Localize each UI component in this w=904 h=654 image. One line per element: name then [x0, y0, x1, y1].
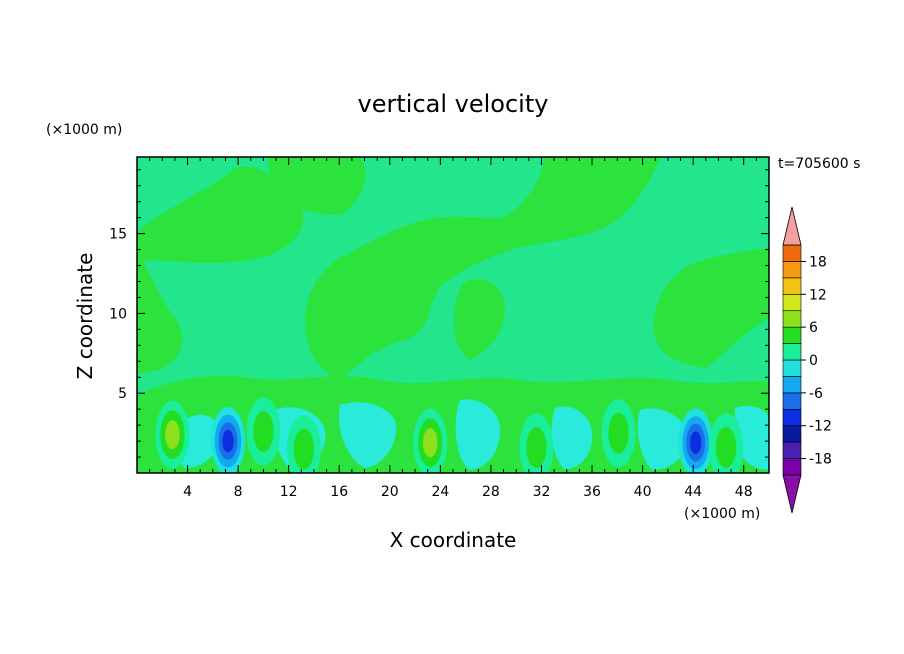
x-tick-label: 16 — [330, 484, 348, 500]
colorbar-swatch — [782, 244, 802, 262]
contour-patch — [305, 157, 660, 380]
colorbar-swatch — [782, 277, 802, 295]
colorbar-tick-label: 6 — [809, 320, 818, 336]
contour-patch — [137, 252, 183, 374]
contour-patch — [735, 405, 769, 470]
contour-patch — [137, 166, 304, 263]
x-tick-label: 44 — [684, 484, 702, 500]
colorbar-swatch — [782, 359, 802, 377]
contour-patch — [453, 279, 505, 360]
x-tick-label: 32 — [533, 484, 551, 500]
downdraft-cell — [222, 429, 234, 453]
downdraft-cell — [690, 431, 702, 455]
x-tick-label: 12 — [280, 484, 298, 500]
updraft-cell — [293, 428, 315, 470]
x-tick-label: 48 — [735, 484, 753, 500]
colorbar-swatch — [782, 261, 802, 279]
x-unit-label: (×1000 m) — [684, 506, 760, 522]
colorbar-under-arrow — [782, 474, 802, 514]
updraft-cell — [165, 420, 180, 450]
updraft-cell — [526, 427, 547, 468]
time-label: t=705600 s — [778, 156, 860, 172]
updraft-cell — [715, 427, 737, 468]
y-axis-label: Z coordinate — [73, 253, 97, 380]
colorbar-swatch — [782, 376, 802, 394]
colorbar-tick-label: 12 — [809, 287, 827, 303]
plot-area — [137, 157, 769, 473]
x-tick-label: 24 — [431, 484, 449, 500]
colorbar-tick-label: -18 — [809, 452, 832, 468]
x-axis: 4 8 12 16 20 24 28 32 36 40 44 48 — [149, 157, 757, 500]
y-tick-label: 5 — [118, 386, 127, 402]
y-tick-label: 10 — [109, 306, 127, 322]
contour-patch — [268, 157, 366, 215]
contour-patch — [637, 408, 689, 470]
x-tick-label: 36 — [583, 484, 601, 500]
colorbar-swatch — [782, 392, 802, 410]
colorbar-swatch — [782, 343, 802, 361]
colorbar-over-arrow — [782, 206, 802, 246]
colorbar-tick-label: 0 — [809, 353, 818, 369]
colorbar: 18 12 6 0 -6 -12 -18 — [782, 206, 832, 514]
updraft-cell — [422, 428, 438, 458]
colorbar-swatch — [782, 326, 802, 344]
x-tick-label: 4 — [183, 484, 192, 500]
x-tick-label: 28 — [482, 484, 500, 500]
colorbar-swatch — [782, 425, 802, 443]
chart-title: vertical velocity — [358, 90, 549, 118]
colorbar-swatch — [782, 441, 802, 459]
y-axis: 5 10 15 — [109, 169, 769, 458]
x-axis-label: X coordinate — [390, 528, 517, 552]
colorbar-tick-label: -6 — [809, 386, 823, 402]
y-tick-label: 15 — [109, 227, 127, 243]
x-tick-label: 20 — [381, 484, 399, 500]
velocity-features — [155, 397, 744, 473]
contour-patch — [551, 406, 593, 470]
updraft-cell — [253, 411, 274, 452]
colorbar-swatch — [782, 408, 802, 427]
contour-patch — [338, 402, 396, 468]
updraft-cell — [608, 412, 629, 454]
contour-patch — [455, 399, 500, 470]
colorbar-swatch — [782, 458, 802, 476]
colorbar-swatch — [782, 293, 802, 312]
contour-patch — [653, 248, 769, 368]
y-unit-label: (×1000 m) — [46, 122, 122, 138]
colorbar-swatch — [782, 310, 802, 328]
colorbar-tick-label: 18 — [809, 254, 827, 270]
colorbar-tick-label: -12 — [809, 419, 832, 435]
x-tick-label: 40 — [634, 484, 652, 500]
x-tick-label: 8 — [234, 484, 243, 500]
